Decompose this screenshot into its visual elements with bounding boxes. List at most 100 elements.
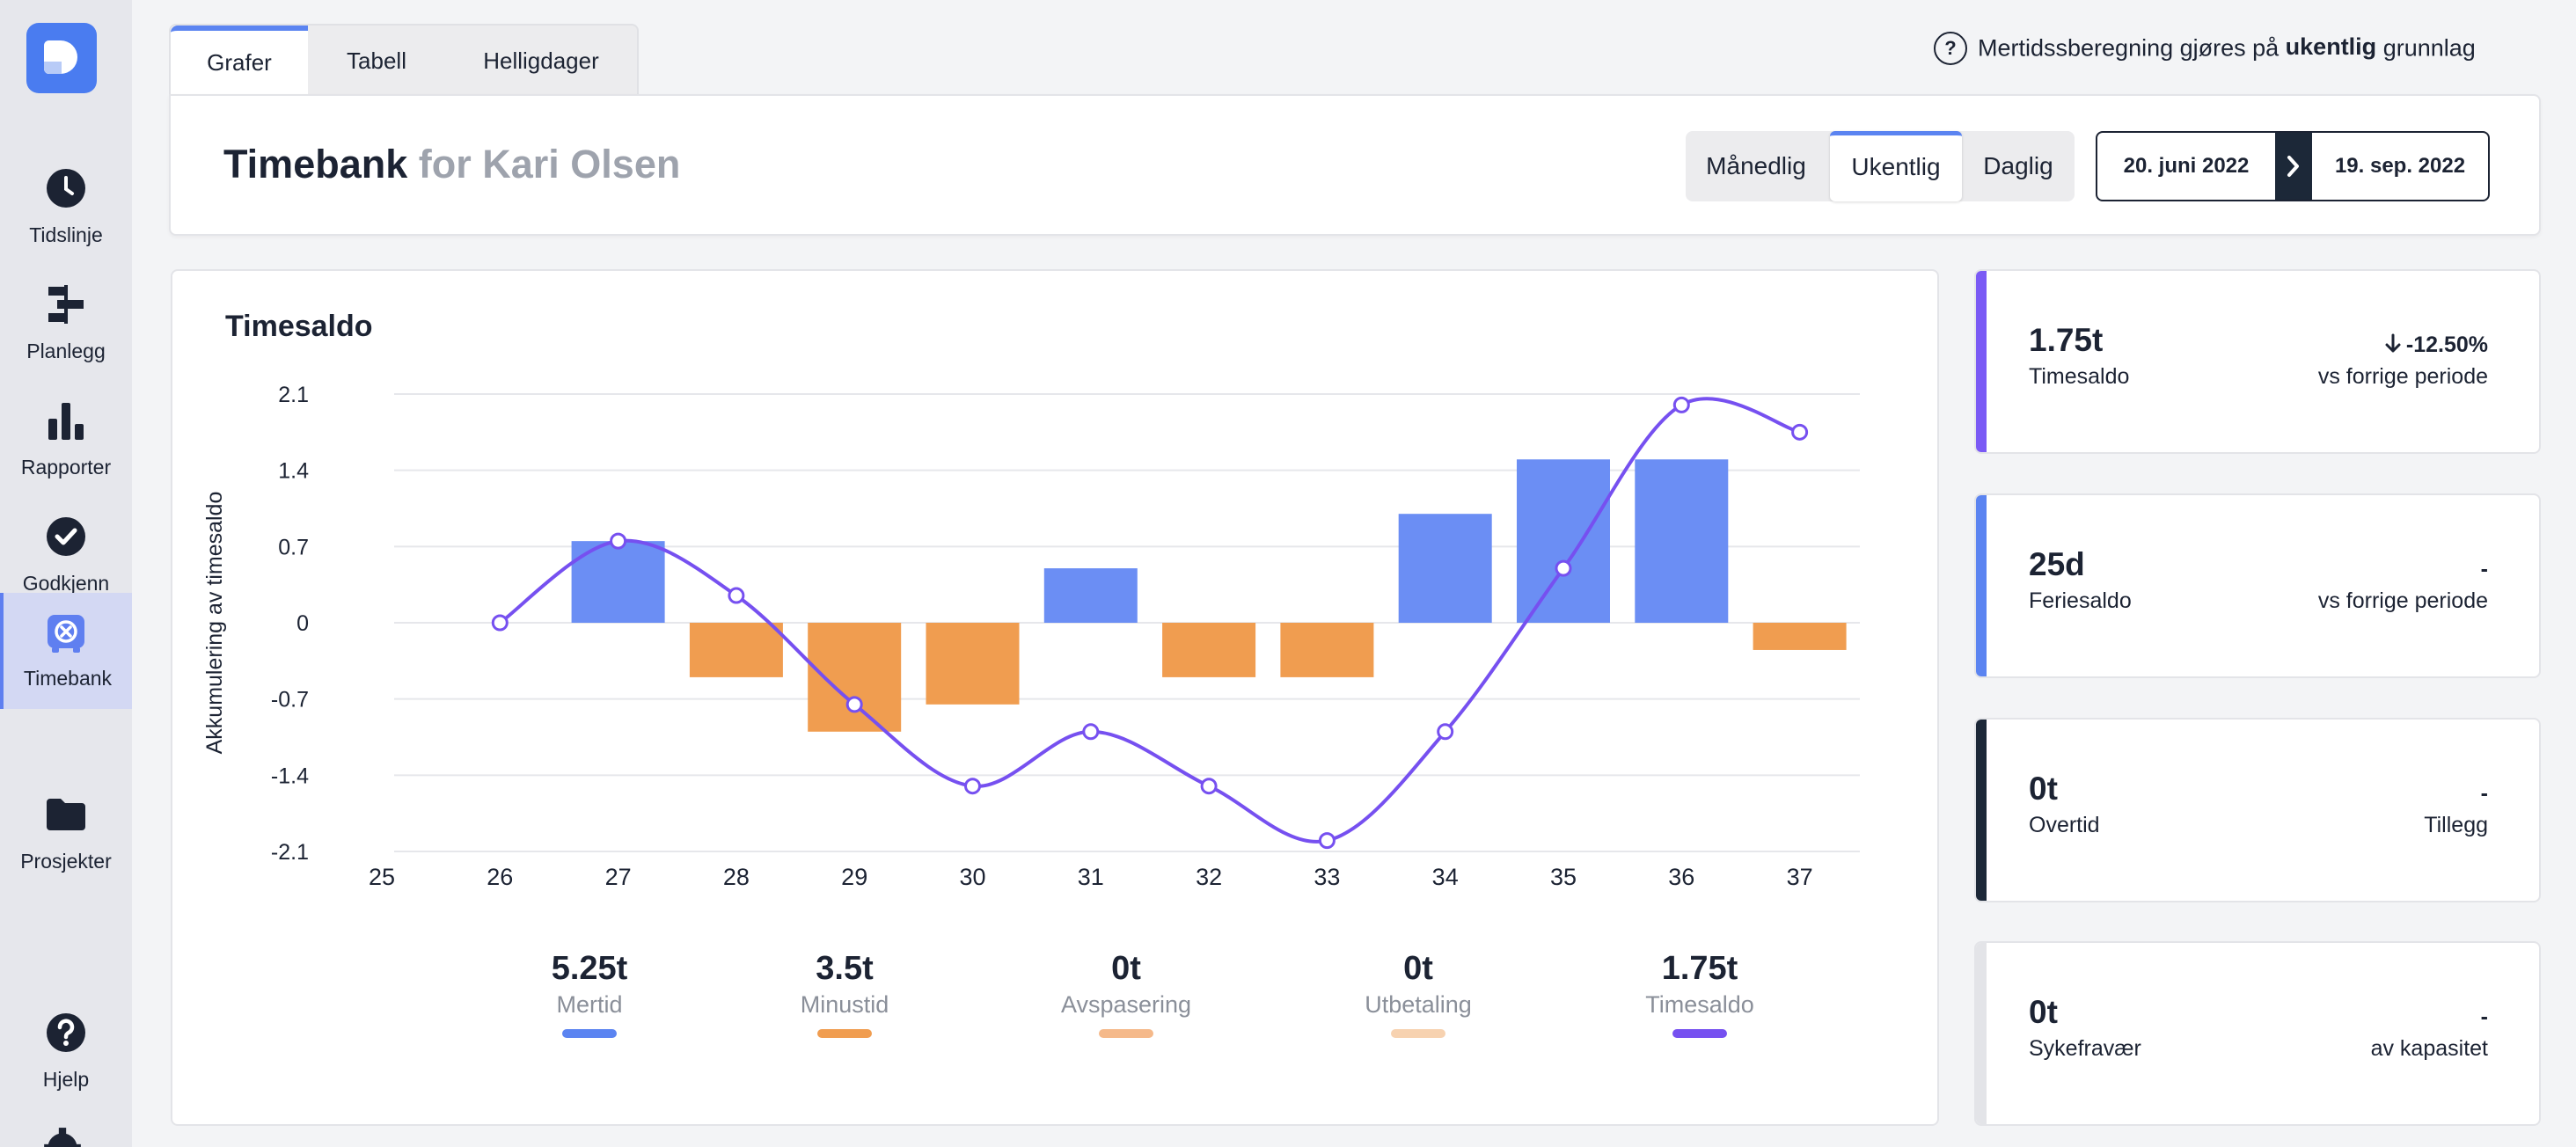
- bar-mertid: [1517, 459, 1610, 623]
- bar-minustid: [689, 623, 783, 677]
- timesaldo-point: [1437, 723, 1454, 741]
- bar-minustid: [808, 623, 902, 732]
- stat-delta: -: [2480, 781, 2488, 806]
- y-tick-label: 0.7: [278, 535, 309, 559]
- y-tick-label: -1.4: [271, 763, 309, 788]
- check-circle-icon: [47, 517, 85, 556]
- legend-item-utbetaling: 0t Utbetaling: [1321, 950, 1515, 1038]
- x-tick-label: 27: [605, 864, 632, 890]
- sidebar-item-label: Godkjenn: [22, 572, 110, 595]
- stat-delta: -12.50%: [2383, 332, 2488, 358]
- folder-icon: [47, 799, 85, 830]
- question-icon[interactable]: ?: [1934, 32, 1967, 65]
- chart-card: Timesaldo 2.1 1.4 0.7 0 -0.7 -1.4 -2.1 Akkumule…: [171, 269, 1939, 1126]
- legend-swatch: [1672, 1029, 1727, 1038]
- x-tick-label: 29: [841, 864, 867, 890]
- bar-mertid: [1635, 459, 1729, 623]
- period-weekly-button[interactable]: Ukentlig: [1830, 131, 1962, 201]
- tab-helligdager[interactable]: Helligdager: [483, 47, 599, 74]
- sidebar-item-hjelp[interactable]: Hjelp: [0, 985, 132, 1101]
- sidebar-item-rapporter[interactable]: Rapporter: [0, 373, 132, 489]
- stat-compare: vs forrige periode: [2317, 588, 2488, 613]
- sidebar-item-label: Timebank: [23, 667, 113, 690]
- chevron-right-icon: [2287, 156, 2299, 177]
- x-tick-label: 35: [1550, 864, 1577, 890]
- sidebar-item-prosjekter[interactable]: Prosjekter: [0, 767, 132, 883]
- y-axis-label: Akkumulering av timesaldo: [202, 492, 227, 755]
- y-tick-label: 2.1: [278, 383, 309, 407]
- sidebar-item-timebank[interactable]: Timebank: [0, 593, 132, 709]
- legend-swatch: [817, 1029, 872, 1038]
- timesaldo-point: [1791, 423, 1809, 441]
- logo-mark-shade: [44, 62, 62, 74]
- stat-delta: -: [2480, 1005, 2488, 1029]
- sidebar-item-godkjenn[interactable]: Godkjenn: [0, 489, 132, 605]
- help-icon: [47, 1013, 85, 1052]
- stat-compare: vs forrige periode: [2317, 364, 2488, 389]
- y-tick-label: 0: [296, 611, 309, 636]
- sidebar-item-tidslinje[interactable]: Tidslinje: [0, 141, 132, 257]
- arrow-down-icon: [2385, 333, 2401, 353]
- date-from[interactable]: 20. juni 2022: [2123, 154, 2250, 178]
- legend-value: 0t: [1403, 950, 1433, 987]
- date-range-picker[interactable]: 20. juni 2022 19. sep. 2022: [2096, 131, 2490, 201]
- plan-icon: [48, 285, 84, 324]
- tab-tabell[interactable]: Tabell: [347, 47, 406, 74]
- legend-value: 1.75t: [1661, 950, 1738, 987]
- sidebar-item-label: Planlegg: [26, 340, 106, 362]
- page-title-person: for Kari Olsen: [418, 142, 681, 186]
- y-tick-label: -0.7: [271, 688, 309, 712]
- header-card: Timebank for Kari Olsen Månedlig Ukentli…: [169, 94, 2541, 236]
- date-range-next-button[interactable]: [2275, 133, 2312, 200]
- sidebar-item-planlegg[interactable]: Planlegg: [0, 257, 132, 373]
- timesaldo-point: [1200, 778, 1218, 795]
- info-note-bold: ukentlig: [2285, 33, 2377, 61]
- stat-delta-value: -12.50%: [2405, 332, 2488, 357]
- tab-grafer[interactable]: Grafer: [171, 26, 308, 96]
- timesaldo-point: [964, 778, 981, 795]
- clock-icon: [47, 169, 85, 208]
- app-logo[interactable]: [26, 23, 97, 93]
- legend-swatch: [1099, 1029, 1153, 1038]
- legend-value: 5.25t: [551, 950, 628, 987]
- period-daily-button[interactable]: Daglig: [1983, 152, 2053, 179]
- stat-value: 0t: [2029, 994, 2058, 1030]
- x-tick-label: 34: [1432, 864, 1459, 890]
- legend-label: Avspasering: [1060, 991, 1192, 1018]
- legend-label: Utbetaling: [1365, 991, 1472, 1018]
- stat-card-feriesaldo: 25d Feriesaldo - vs forrige periode: [1974, 493, 2541, 678]
- legend-swatch: [562, 1029, 617, 1038]
- timesaldo-point: [1672, 396, 1690, 413]
- settings-icon[interactable]: [40, 1126, 84, 1147]
- stat-card-overtid: 0t Overtid - Tillegg: [1974, 718, 2541, 902]
- legend-swatch: [1391, 1029, 1445, 1038]
- stat-value: 1.75t: [2029, 322, 2104, 358]
- bar-minustid: [926, 623, 1020, 705]
- stat-accent: [1976, 495, 1987, 676]
- bar-minustid: [1753, 623, 1847, 650]
- legend-label: Timesaldo: [1645, 991, 1754, 1018]
- sidebar: Tidslinje Planlegg Rapporter Godkjenn: [0, 0, 132, 1147]
- period-toggle: Månedlig Ukentlig Daglig: [1686, 131, 2075, 201]
- y-tick-label: 1.4: [278, 459, 309, 484]
- sidebar-item-label: Rapporter: [20, 456, 112, 479]
- stat-value: 25d: [2029, 546, 2085, 582]
- legend-label: Mertid: [556, 991, 623, 1018]
- timesaldo-point: [1082, 723, 1100, 741]
- info-note-suffix: grunnlag: [2376, 34, 2476, 62]
- x-tick-label: 30: [959, 864, 985, 890]
- stat-accent: [1976, 943, 1987, 1124]
- bar-mertid: [1398, 514, 1492, 623]
- x-tick-label: 36: [1668, 864, 1694, 890]
- legend-item-mertid: 5.25t Mertid: [493, 950, 686, 1038]
- period-monthly-button[interactable]: Månedlig: [1706, 152, 1806, 179]
- bar-minustid: [1280, 623, 1374, 677]
- stat-delta: -: [2480, 557, 2488, 581]
- sidebar-item-label: Prosjekter: [20, 850, 112, 873]
- bar-mertid: [1043, 568, 1138, 623]
- date-to[interactable]: 19. sep. 2022: [2334, 154, 2466, 178]
- timesaldo-chart: 2.1 1.4 0.7 0 -0.7 -1.4 -2.1 Akkumulering av ti…: [202, 383, 1860, 890]
- stat-label: Feriesaldo: [2029, 588, 2132, 613]
- stat-label: Overtid: [2029, 813, 2100, 837]
- legend-item-minustid: 3.5t Minustid: [748, 950, 941, 1038]
